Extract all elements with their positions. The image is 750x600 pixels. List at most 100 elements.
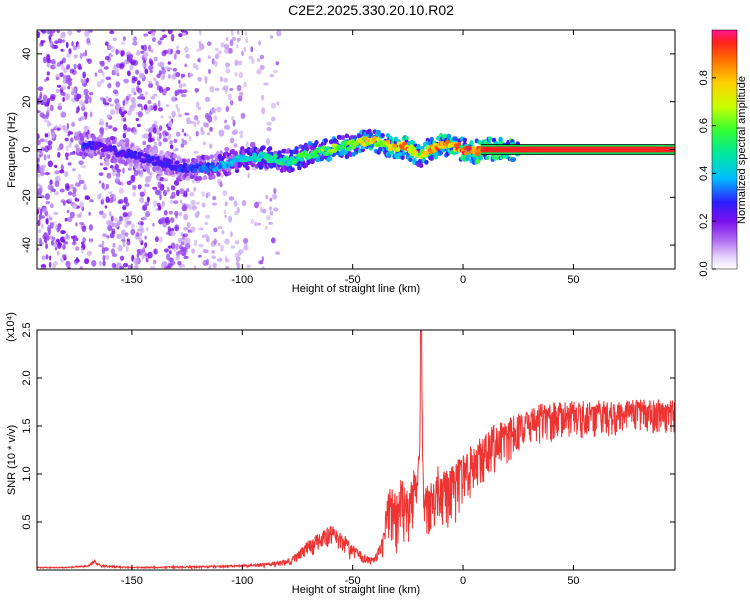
spectrogram-speckle — [103, 66, 109, 70]
spectrogram-speckle — [125, 245, 129, 252]
spectrogram-speckle — [124, 232, 129, 237]
spectrogram-speckle — [217, 226, 223, 230]
spectrogram-speckle — [158, 107, 163, 112]
spectrogram-speckle — [47, 160, 53, 168]
spectrogram-speckle — [206, 258, 210, 266]
spectrogram-speckle — [46, 107, 51, 113]
ridge-halo — [213, 153, 218, 159]
spectrogram-speckle — [231, 116, 235, 121]
ridge-halo — [294, 146, 299, 151]
colorbar-ticks: 0.0 0.2 0.4 0.6 0.8 — [698, 70, 716, 277]
spectrogram-speckle — [76, 93, 82, 99]
spectrogram-speckle — [236, 262, 241, 269]
spectrogram-speckle — [175, 45, 180, 49]
spectrogram-speckle — [59, 188, 65, 193]
spectrogram-speckle — [105, 183, 110, 189]
spectrogram-speckle — [141, 62, 148, 68]
spectrogram-speckle — [60, 63, 65, 71]
spectrogram-speckle — [72, 150, 76, 155]
spectrogram-speckle — [185, 53, 190, 59]
spectrogram-speckle — [180, 246, 185, 253]
spectrogram-speckle — [189, 73, 194, 77]
spectrogram-speckle — [142, 52, 148, 59]
colorbar-tick-label: 0.6 — [698, 118, 710, 133]
spectrogram-speckle — [158, 141, 162, 147]
spectrogram-speckle — [174, 224, 180, 232]
ridge-halo — [203, 175, 208, 181]
colorbar-tick-label: 0.0 — [698, 261, 710, 276]
spectrogram-speckle — [244, 31, 248, 36]
spectrogram-speckle — [222, 190, 228, 197]
spectrogram-speckle — [183, 139, 188, 146]
ridge-core — [464, 151, 469, 156]
spectrogram-speckle — [108, 211, 112, 217]
spectrogram-speckle — [105, 76, 112, 81]
spectrogram-speckle — [154, 236, 159, 243]
spectrogram-speckle — [133, 76, 138, 82]
spectrogram-speckle — [108, 191, 113, 195]
spectrogram-speckle — [153, 105, 158, 111]
spectrogram-speckle — [183, 203, 188, 210]
spectrogram-speckle — [215, 47, 219, 52]
spectrogram-speckle — [203, 122, 206, 127]
snr-frame — [36, 329, 676, 571]
spectrogram-speckle — [61, 238, 66, 243]
spectrogram-speckle — [175, 213, 178, 219]
spectrogram-speckle — [105, 121, 109, 127]
spectrogram-speckle — [237, 30, 240, 35]
spectrogram-speckle — [275, 251, 280, 255]
spectrogram-speckle — [206, 41, 212, 46]
spectrogram-speckle — [65, 156, 69, 161]
spectrogram-speckle — [202, 141, 207, 146]
spectrogram-speckle — [54, 125, 59, 129]
ridge-halo — [344, 154, 350, 160]
spectrogram-speckle — [134, 263, 139, 269]
ridge-halo — [144, 148, 150, 153]
spectrogram-speckle — [232, 119, 236, 127]
figure-title: C2E2.2025.330.20.10.R02 — [288, 2, 454, 18]
spectrogram-speckle — [224, 214, 227, 218]
spectrogram-speckle — [74, 197, 78, 202]
spectrogram-speckle — [183, 213, 189, 221]
y-tick-label: 40 — [21, 48, 33, 60]
ridge-core — [113, 148, 118, 153]
spectrogram-speckle — [72, 187, 77, 194]
spectrogram-speckle — [86, 77, 89, 83]
spectrogram-speckle — [147, 99, 152, 105]
spectrogram-speckle — [177, 237, 183, 243]
spectrogram-speckle — [197, 58, 201, 62]
spectrogram-speckle — [250, 218, 254, 225]
spectrogram-speckle — [46, 54, 51, 62]
spectrogram-speckle — [65, 145, 69, 152]
spectrogram-speckle — [67, 162, 72, 166]
spectrogram-speckle — [204, 221, 209, 226]
spectrogram-speckle — [162, 74, 165, 79]
spectrogram-speckle — [99, 97, 105, 101]
spectrogram-speckle — [199, 43, 205, 51]
spectrogram-speckle — [175, 243, 179, 250]
spectrogram-speckle — [123, 196, 128, 204]
spectrogram-speckle — [275, 61, 280, 66]
spectrogram-speckle — [108, 97, 112, 103]
x-tick-label: 0 — [460, 575, 466, 587]
spectrogram-speckle — [66, 78, 73, 82]
spectrogram-speckle — [47, 224, 51, 232]
spectrogram-speckle — [108, 54, 114, 57]
spectrogram-speckle — [224, 147, 230, 152]
spectrogram-speckle — [223, 210, 227, 215]
spectrogram-speckle — [43, 139, 49, 143]
spectrogram-speckle — [128, 94, 132, 99]
spectrogram-speckle — [122, 235, 125, 240]
spectrogram-speckle — [103, 167, 108, 171]
spectrogram-speckle — [67, 198, 73, 202]
spectrogram-speckle — [128, 53, 134, 59]
ridge-core — [445, 139, 450, 145]
spectrogram-speckle — [176, 49, 181, 55]
spectrogram-speckle — [184, 46, 189, 53]
spectrogram-speckle — [109, 30, 115, 35]
ridge-halo — [327, 156, 332, 162]
spectrogram-speckle — [62, 244, 66, 250]
spectrogram-speckle — [140, 221, 144, 226]
spectrogram-speckle — [224, 201, 228, 207]
